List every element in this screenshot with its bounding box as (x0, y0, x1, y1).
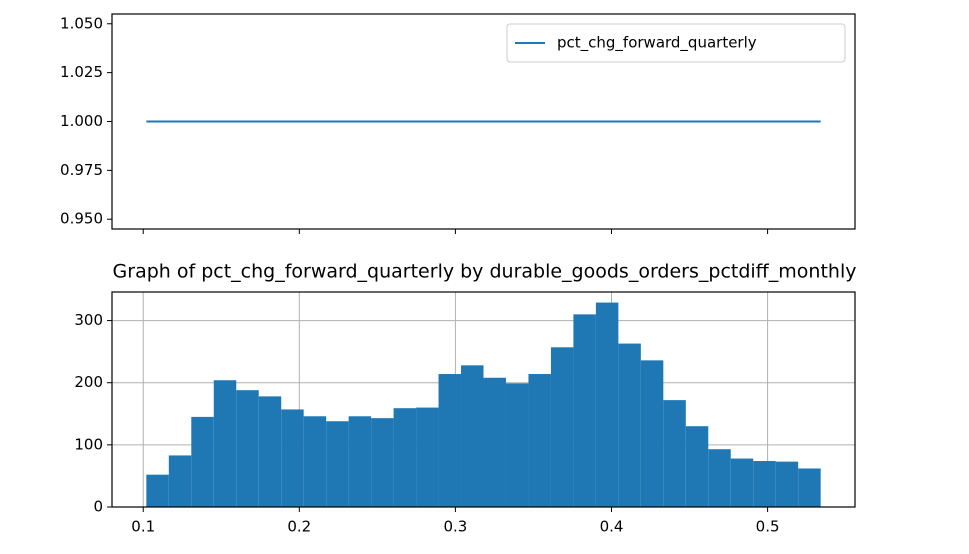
bar (640, 360, 664, 507)
bar (798, 468, 821, 507)
y-tick-label: 200 (74, 373, 103, 391)
bar (146, 474, 169, 507)
bar (550, 347, 574, 507)
bar (753, 461, 776, 507)
bar (168, 455, 192, 507)
bar (281, 409, 304, 507)
bar (416, 407, 439, 507)
y-tick-label: 0.950 (60, 210, 103, 228)
y-tick-label: 0.975 (60, 161, 103, 179)
bar (685, 426, 709, 507)
bar (326, 421, 349, 507)
axes: 0.950 0.975 1.000 1.025 1.050 (60, 14, 769, 234)
y-tick-label: 0 (93, 498, 103, 516)
bar (461, 365, 484, 507)
bar (528, 374, 551, 507)
bar (618, 343, 641, 507)
axes-frame (111, 13, 856, 230)
legend-box (506, 23, 846, 63)
bar (258, 396, 282, 507)
bar (505, 383, 529, 507)
bar (348, 416, 372, 507)
x-tick-label: 0.1 (131, 518, 155, 536)
x-tick-label: 0.5 (756, 518, 780, 536)
bar (213, 380, 237, 507)
bar (663, 400, 686, 507)
bar (730, 458, 754, 507)
bar (303, 416, 327, 507)
y-tick-label: 1.000 (60, 112, 103, 130)
bar (573, 314, 596, 507)
y-tick-label: 1.050 (60, 14, 103, 32)
x-tick-label: 0.3 (443, 518, 467, 536)
bar (708, 449, 731, 507)
bar (775, 461, 799, 507)
bar (371, 418, 394, 507)
bar (393, 408, 417, 507)
bar (438, 374, 462, 507)
y-tick-label: 1.025 (60, 63, 103, 81)
y-tick-label: 300 (74, 311, 103, 329)
bar (236, 390, 259, 507)
x-tick-label: 0.2 (287, 518, 311, 536)
x-tick-label: 0.4 (600, 518, 624, 536)
y-tick-label: 100 (74, 435, 103, 453)
axes-frame (111, 291, 856, 508)
legend-label: pct_chg_forward_quarterly (557, 34, 757, 53)
bar (595, 302, 619, 507)
chart-title: Graph of pct_chg_forward_quarterly by du… (113, 261, 857, 283)
bar (191, 416, 214, 507)
bar (483, 377, 506, 507)
